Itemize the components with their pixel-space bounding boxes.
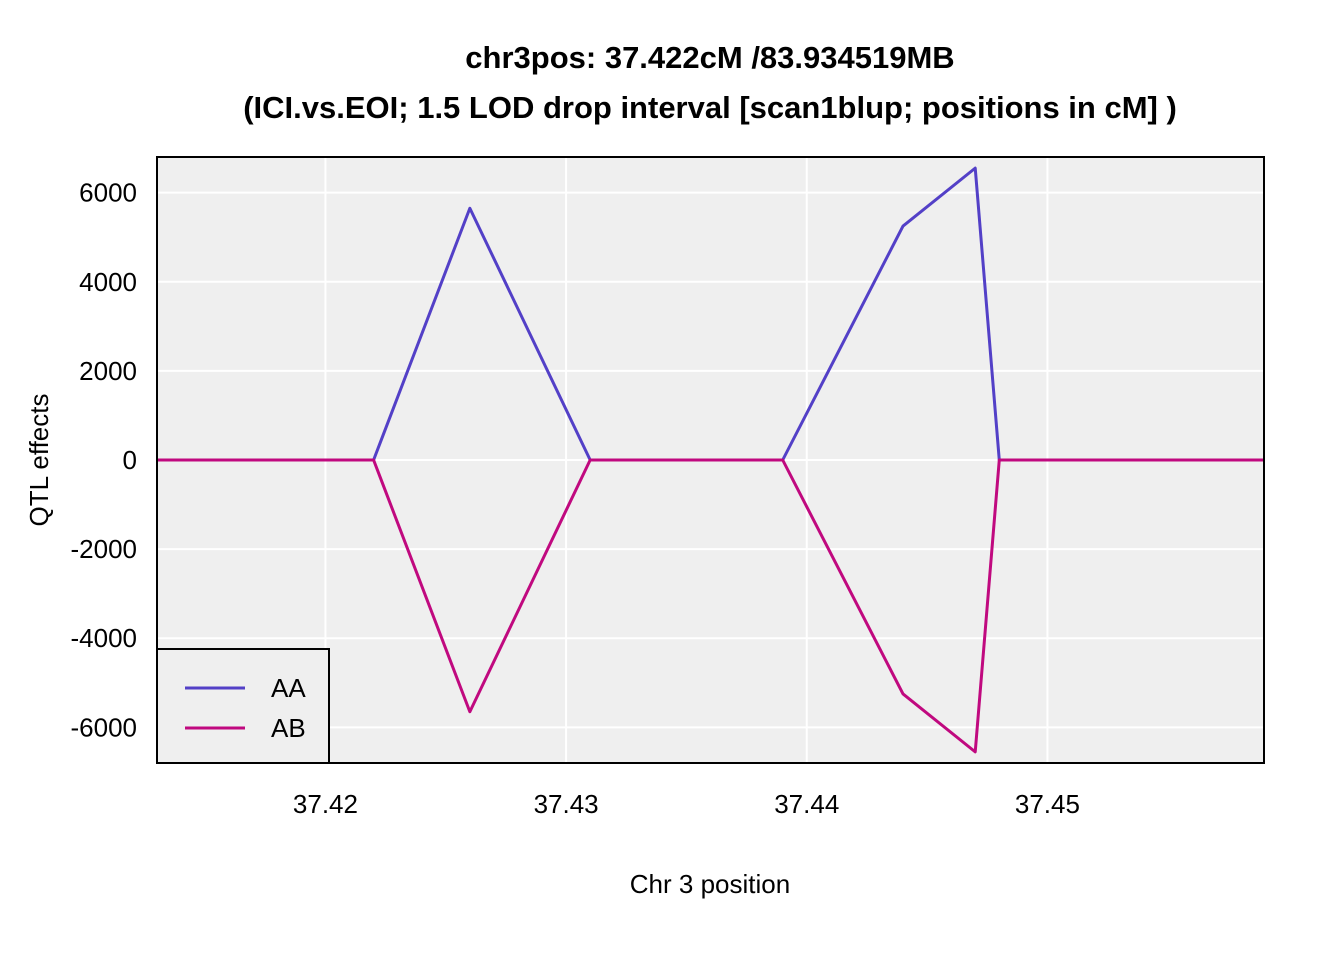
legend: AA AB [156,648,330,764]
y-tick-label: -2000 [71,534,138,564]
legend-label-aa: AA [271,673,306,703]
x-tick-labels: 37.42 37.43 37.44 37.45 [293,789,1080,819]
legend-box [156,648,330,764]
chart-title-line1: chr3pos: 37.422cM /83.934519MB [465,40,954,75]
y-tick-label: -6000 [71,712,138,742]
series-lines [157,166,1264,754]
y-tick-labels: 6000 4000 2000 0 -2000 -4000 -6000 [71,178,138,743]
x-axis-label: Chr 3 position [630,869,790,899]
y-tick-label: -4000 [71,623,138,653]
y-axis-label: QTL effects [24,394,54,527]
x-tick-label: 37.42 [293,789,358,819]
x-tick-label: 37.43 [534,789,599,819]
plot-frame [156,156,1265,764]
series-line-ab [157,458,1264,754]
x-tick-label: 37.44 [774,789,839,819]
legend-label-ab: AB [271,713,306,743]
x-tick-label: 37.45 [1015,789,1080,819]
y-tick-label: 2000 [79,356,137,386]
y-tick-label: 0 [123,445,137,475]
y-tick-label: 6000 [79,178,137,208]
chart-title-line2: (ICI.vs.EOI; 1.5 LOD drop interval [scan… [243,90,1177,125]
y-tick-label: 4000 [79,267,137,297]
